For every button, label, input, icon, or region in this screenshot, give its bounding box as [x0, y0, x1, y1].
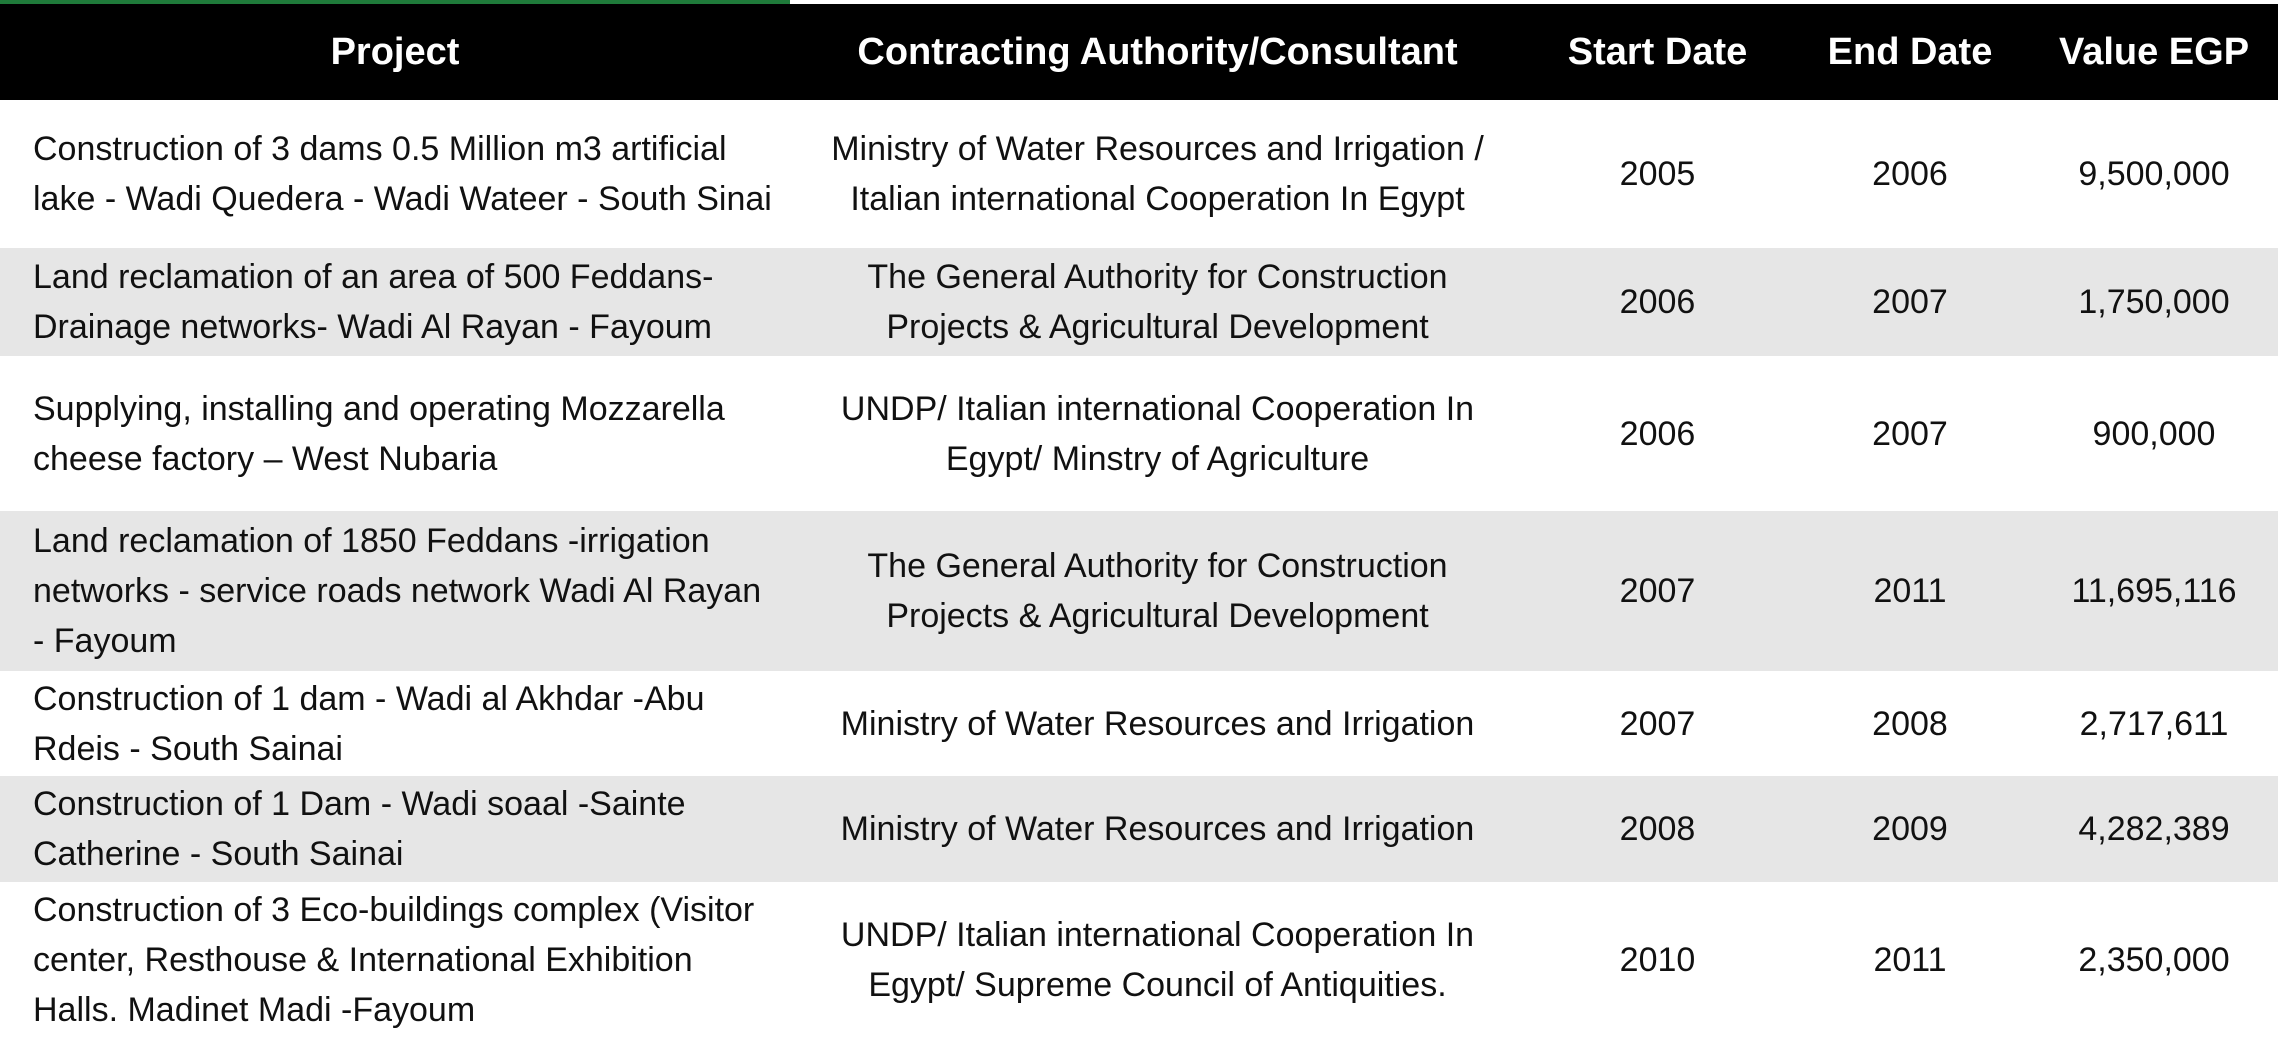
end-date-cell: 2006 [1790, 100, 2030, 248]
value-cell: 11,695,116 [2030, 511, 2278, 671]
authority-cell: UNDP/ Italian international Cooperation … [790, 882, 1525, 1038]
start-date-cell: 2006 [1525, 248, 1790, 356]
column-header-end-date[interactable]: End Date [1790, 4, 2030, 100]
authority-cell: The General Authority for Construction P… [790, 248, 1525, 356]
authority-cell: UNDP/ Italian international Cooperation … [790, 356, 1525, 511]
projects-table: Project Contracting Authority/Consultant… [0, 4, 2278, 1038]
value-cell: 2,717,611 [2030, 671, 2278, 776]
project-cell: Supplying, installing and operating Mozz… [0, 356, 790, 511]
authority-cell: Ministry of Water Resources and Irrigati… [790, 100, 1525, 248]
project-cell: Land reclamation of 1850 Feddans -irriga… [0, 511, 790, 671]
table-row: Land reclamation of an area of 500 Fedda… [0, 248, 2278, 356]
table-header: Project Contracting Authority/Consultant… [0, 4, 2278, 100]
value-cell: 900,000 [2030, 356, 2278, 511]
table-row: Supplying, installing and operating Mozz… [0, 356, 2278, 511]
start-date-cell: 2008 [1525, 776, 1790, 882]
end-date-cell: 2008 [1790, 671, 2030, 776]
value-cell: 1,750,000 [2030, 248, 2278, 356]
table-row: Construction of 1 dam - Wadi al Akhdar -… [0, 671, 2278, 776]
table-row: Construction of 3 dams 0.5 Million m3 ar… [0, 100, 2278, 248]
top-accent-bar [0, 0, 790, 4]
value-cell: 2,350,000 [2030, 882, 2278, 1038]
end-date-cell: 2011 [1790, 511, 2030, 671]
header-row: Project Contracting Authority/Consultant… [0, 4, 2278, 100]
project-cell: Construction of 3 dams 0.5 Million m3 ar… [0, 100, 790, 248]
column-header-start-date[interactable]: Start Date [1525, 4, 1790, 100]
end-date-cell: 2007 [1790, 356, 2030, 511]
authority-cell: Ministry of Water Resources and Irrigati… [790, 671, 1525, 776]
start-date-cell: 2007 [1525, 511, 1790, 671]
authority-cell: Ministry of Water Resources and Irrigati… [790, 776, 1525, 882]
column-header-authority[interactable]: Contracting Authority/Consultant [790, 4, 1525, 100]
start-date-cell: 2010 [1525, 882, 1790, 1038]
project-cell: Construction of 3 Eco-buildings complex … [0, 882, 790, 1038]
project-cell: Construction of 1 dam - Wadi al Akhdar -… [0, 671, 790, 776]
start-date-cell: 2005 [1525, 100, 1790, 248]
end-date-cell: 2011 [1790, 882, 2030, 1038]
column-header-value[interactable]: Value EGP [2030, 4, 2278, 100]
value-cell: 9,500,000 [2030, 100, 2278, 248]
start-date-cell: 2007 [1525, 671, 1790, 776]
authority-cell: The General Authority for Construction P… [790, 511, 1525, 671]
table-row: Construction of 1 Dam - Wadi soaal -Sain… [0, 776, 2278, 882]
start-date-cell: 2006 [1525, 356, 1790, 511]
table-body: Construction of 3 dams 0.5 Million m3 ar… [0, 100, 2278, 1038]
end-date-cell: 2009 [1790, 776, 2030, 882]
table-row: Construction of 3 Eco-buildings complex … [0, 882, 2278, 1038]
end-date-cell: 2007 [1790, 248, 2030, 356]
project-cell: Construction of 1 Dam - Wadi soaal -Sain… [0, 776, 790, 882]
project-cell: Land reclamation of an area of 500 Fedda… [0, 248, 790, 356]
value-cell: 4,282,389 [2030, 776, 2278, 882]
column-header-project[interactable]: Project [0, 4, 790, 100]
table-row: Land reclamation of 1850 Feddans -irriga… [0, 511, 2278, 671]
